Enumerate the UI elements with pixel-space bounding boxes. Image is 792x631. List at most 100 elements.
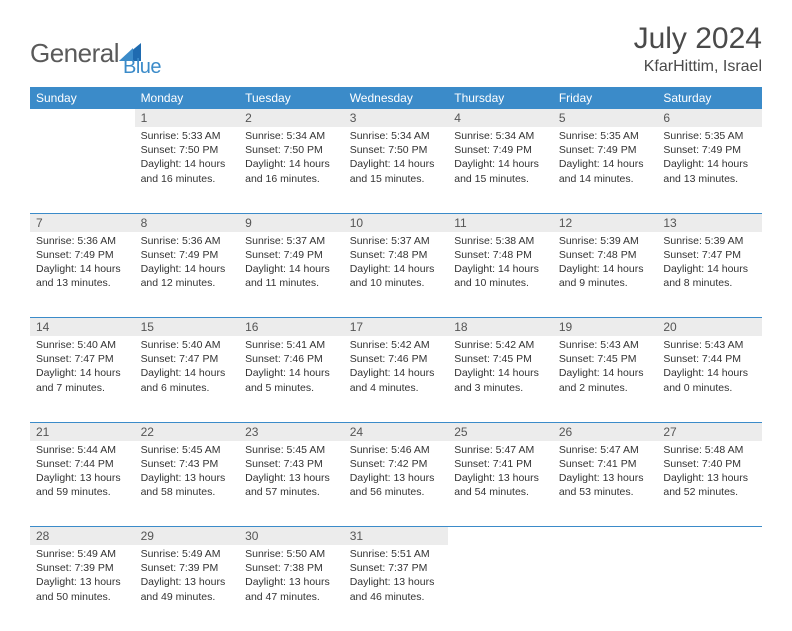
day-detail-cell <box>657 545 762 631</box>
day-number-cell: 14 <box>30 318 135 337</box>
sunrise-line: Sunrise: 5:48 AM <box>663 443 756 457</box>
sunrise-line: Sunrise: 5:40 AM <box>36 338 129 352</box>
sunrise-line: Sunrise: 5:43 AM <box>663 338 756 352</box>
day-number-cell: 28 <box>30 527 135 546</box>
sunset-line: Sunset: 7:47 PM <box>663 248 756 262</box>
sunrise-line: Sunrise: 5:49 AM <box>36 547 129 561</box>
sunset-line: Sunset: 7:46 PM <box>245 352 338 366</box>
day-detail-cell: Sunrise: 5:50 AMSunset: 7:38 PMDaylight:… <box>239 545 344 631</box>
day-number-cell: 13 <box>657 213 762 232</box>
sunset-line: Sunset: 7:41 PM <box>559 457 652 471</box>
sunrise-line: Sunrise: 5:34 AM <box>350 129 443 143</box>
day-detail-cell: Sunrise: 5:47 AMSunset: 7:41 PMDaylight:… <box>553 441 658 527</box>
sunrise-line: Sunrise: 5:36 AM <box>36 234 129 248</box>
day-number-cell: 19 <box>553 318 658 337</box>
day-detail-cell: Sunrise: 5:37 AMSunset: 7:48 PMDaylight:… <box>344 232 449 318</box>
day-detail-cell: Sunrise: 5:40 AMSunset: 7:47 PMDaylight:… <box>135 336 240 422</box>
day-detail-cell: Sunrise: 5:39 AMSunset: 7:47 PMDaylight:… <box>657 232 762 318</box>
day-number-cell: 27 <box>657 422 762 441</box>
day-detail-cell: Sunrise: 5:51 AMSunset: 7:37 PMDaylight:… <box>344 545 449 631</box>
day-number-row: 78910111213 <box>30 213 762 232</box>
day-detail-cell: Sunrise: 5:33 AMSunset: 7:50 PMDaylight:… <box>135 127 240 213</box>
day-number-cell <box>30 109 135 127</box>
sunset-line: Sunset: 7:42 PM <box>350 457 443 471</box>
day-number-cell: 25 <box>448 422 553 441</box>
day-number-cell: 30 <box>239 527 344 546</box>
sunset-line: Sunset: 7:44 PM <box>663 352 756 366</box>
weekday-header: Saturday <box>657 87 762 109</box>
day-number-cell: 4 <box>448 109 553 127</box>
day-detail-cell: Sunrise: 5:40 AMSunset: 7:47 PMDaylight:… <box>30 336 135 422</box>
sunrise-line: Sunrise: 5:45 AM <box>245 443 338 457</box>
day-number-row: 21222324252627 <box>30 422 762 441</box>
day-detail-cell: Sunrise: 5:36 AMSunset: 7:49 PMDaylight:… <box>30 232 135 318</box>
daylight-line: Daylight: 14 hours and 2 minutes. <box>559 366 652 394</box>
daylight-line: Daylight: 14 hours and 8 minutes. <box>663 262 756 290</box>
daylight-line: Daylight: 14 hours and 0 minutes. <box>663 366 756 394</box>
day-detail-cell: Sunrise: 5:49 AMSunset: 7:39 PMDaylight:… <box>30 545 135 631</box>
sunset-line: Sunset: 7:48 PM <box>559 248 652 262</box>
daylight-line: Daylight: 14 hours and 6 minutes. <box>141 366 234 394</box>
sunset-line: Sunset: 7:49 PM <box>141 248 234 262</box>
sunset-line: Sunset: 7:37 PM <box>350 561 443 575</box>
daylight-line: Daylight: 13 hours and 50 minutes. <box>36 575 129 603</box>
sunrise-line: Sunrise: 5:47 AM <box>559 443 652 457</box>
weekday-header: Wednesday <box>344 87 449 109</box>
day-number-cell <box>553 527 658 546</box>
sunrise-line: Sunrise: 5:41 AM <box>245 338 338 352</box>
day-detail-cell: Sunrise: 5:41 AMSunset: 7:46 PMDaylight:… <box>239 336 344 422</box>
day-number-cell: 2 <box>239 109 344 127</box>
day-number-cell: 23 <box>239 422 344 441</box>
sunrise-line: Sunrise: 5:50 AM <box>245 547 338 561</box>
day-detail-row: Sunrise: 5:36 AMSunset: 7:49 PMDaylight:… <box>30 232 762 318</box>
day-number-cell: 12 <box>553 213 658 232</box>
day-number-row: 123456 <box>30 109 762 127</box>
daylight-line: Daylight: 13 hours and 46 minutes. <box>350 575 443 603</box>
day-detail-cell: Sunrise: 5:43 AMSunset: 7:44 PMDaylight:… <box>657 336 762 422</box>
day-detail-cell: Sunrise: 5:48 AMSunset: 7:40 PMDaylight:… <box>657 441 762 527</box>
sunset-line: Sunset: 7:46 PM <box>350 352 443 366</box>
day-number-cell: 20 <box>657 318 762 337</box>
weekday-header: Tuesday <box>239 87 344 109</box>
sunset-line: Sunset: 7:45 PM <box>454 352 547 366</box>
sunset-line: Sunset: 7:43 PM <box>245 457 338 471</box>
daylight-line: Daylight: 14 hours and 5 minutes. <box>245 366 338 394</box>
day-detail-cell <box>30 127 135 213</box>
sunrise-line: Sunrise: 5:40 AM <box>141 338 234 352</box>
day-number-cell: 29 <box>135 527 240 546</box>
weekday-header: Monday <box>135 87 240 109</box>
sunset-line: Sunset: 7:43 PM <box>141 457 234 471</box>
sunrise-line: Sunrise: 5:42 AM <box>454 338 547 352</box>
sunrise-line: Sunrise: 5:34 AM <box>454 129 547 143</box>
sunset-line: Sunset: 7:49 PM <box>36 248 129 262</box>
sunset-line: Sunset: 7:45 PM <box>559 352 652 366</box>
daylight-line: Daylight: 14 hours and 9 minutes. <box>559 262 652 290</box>
daylight-line: Daylight: 14 hours and 16 minutes. <box>141 157 234 185</box>
day-number-cell: 24 <box>344 422 449 441</box>
day-number-row: 28293031 <box>30 527 762 546</box>
day-detail-cell: Sunrise: 5:47 AMSunset: 7:41 PMDaylight:… <box>448 441 553 527</box>
day-detail-cell: Sunrise: 5:36 AMSunset: 7:49 PMDaylight:… <box>135 232 240 318</box>
calendar-page: General Blue July 2024 KfarHittim, Israe… <box>0 0 792 631</box>
sunset-line: Sunset: 7:39 PM <box>36 561 129 575</box>
sunset-line: Sunset: 7:47 PM <box>141 352 234 366</box>
day-detail-cell: Sunrise: 5:44 AMSunset: 7:44 PMDaylight:… <box>30 441 135 527</box>
weekday-header-row: Sunday Monday Tuesday Wednesday Thursday… <box>30 87 762 109</box>
sunset-line: Sunset: 7:49 PM <box>245 248 338 262</box>
sunrise-line: Sunrise: 5:38 AM <box>454 234 547 248</box>
sunrise-line: Sunrise: 5:51 AM <box>350 547 443 561</box>
day-detail-cell: Sunrise: 5:49 AMSunset: 7:39 PMDaylight:… <box>135 545 240 631</box>
day-number-cell: 15 <box>135 318 240 337</box>
day-detail-cell: Sunrise: 5:39 AMSunset: 7:48 PMDaylight:… <box>553 232 658 318</box>
sunrise-line: Sunrise: 5:39 AM <box>663 234 756 248</box>
day-detail-cell: Sunrise: 5:42 AMSunset: 7:46 PMDaylight:… <box>344 336 449 422</box>
daylight-line: Daylight: 14 hours and 13 minutes. <box>663 157 756 185</box>
daylight-line: Daylight: 14 hours and 14 minutes. <box>559 157 652 185</box>
daylight-line: Daylight: 14 hours and 10 minutes. <box>350 262 443 290</box>
day-number-cell: 18 <box>448 318 553 337</box>
sunset-line: Sunset: 7:44 PM <box>36 457 129 471</box>
sunrise-line: Sunrise: 5:34 AM <box>245 129 338 143</box>
daylight-line: Daylight: 14 hours and 16 minutes. <box>245 157 338 185</box>
day-detail-cell: Sunrise: 5:34 AMSunset: 7:50 PMDaylight:… <box>239 127 344 213</box>
sunset-line: Sunset: 7:49 PM <box>559 143 652 157</box>
